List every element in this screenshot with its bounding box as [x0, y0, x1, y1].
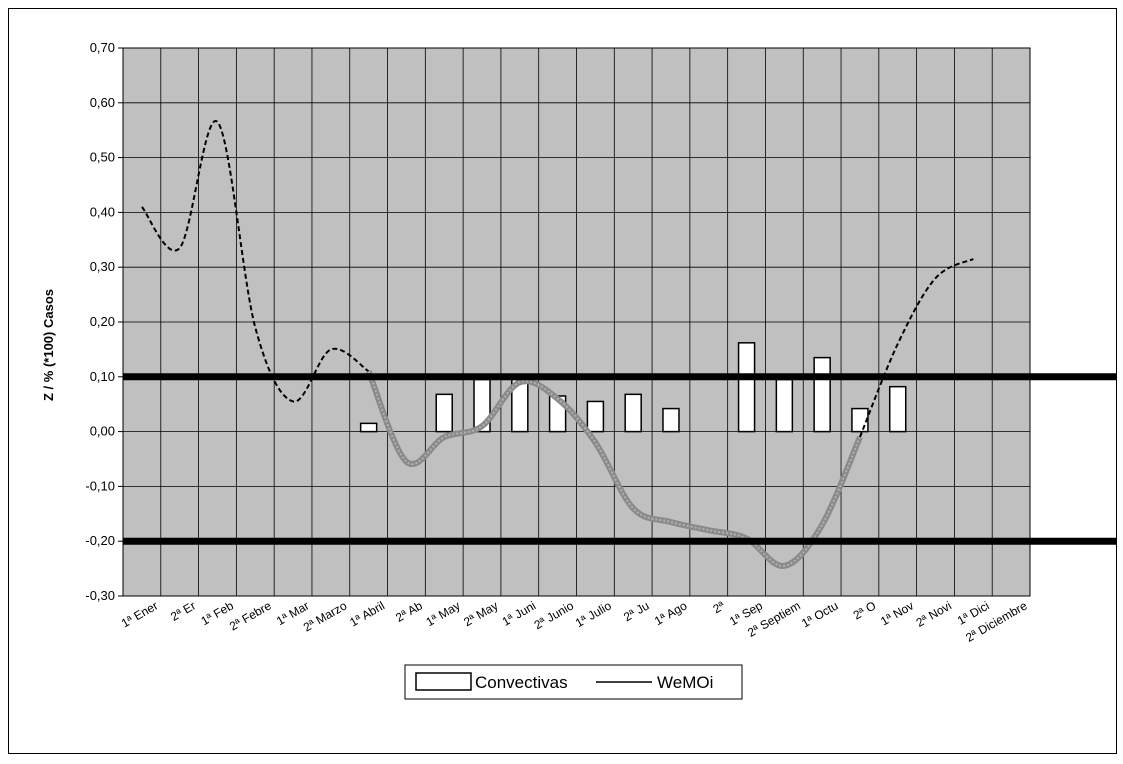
legend-swatch-convectivas	[415, 672, 472, 691]
bar-convectivas	[737, 342, 756, 433]
bar-convectivas	[888, 385, 907, 433]
x-tick-label: 1ª May	[423, 598, 462, 629]
x-tick-label: 1ª Ago	[652, 598, 690, 628]
x-tick-label: 2ª O	[851, 598, 879, 622]
y-tick-label: 0,10	[90, 369, 115, 384]
y-tick-label: 0,00	[90, 424, 115, 439]
line-wemoi-dashed	[141, 120, 370, 403]
y-tick-label: 0,60	[90, 95, 115, 110]
y-tick-label: -0,20	[85, 533, 115, 548]
bar-convectivas	[813, 356, 831, 433]
x-tick-label: 2ª Ju	[621, 598, 651, 624]
x-tick-label: 2ª Ab	[393, 598, 425, 625]
plot-area	[122, 47, 1117, 597]
legend: Convectivas WeMOi	[404, 664, 743, 700]
y-tick-label: 0,70	[90, 40, 115, 55]
legend-label-wemoi: WeMOi	[657, 673, 713, 692]
x-tick-label: 1ª Juni	[500, 598, 539, 628]
y-tick-label: -0,10	[85, 478, 115, 493]
bar-convectivas	[586, 400, 605, 433]
x-tick-label: 1ª Ener	[119, 598, 160, 630]
x-tick-label: 1ª Abril	[347, 598, 387, 629]
line-wemoi-dashed	[859, 258, 974, 438]
line-wemoi-highlight-texture	[367, 370, 861, 567]
y-tick-label: 0,50	[90, 150, 115, 165]
x-tick-label: 2ª Febre	[227, 598, 274, 633]
x-tick-label: 2ª Marzo	[301, 598, 350, 634]
bar-convectivas	[435, 393, 453, 433]
y-tick-label: 0,40	[90, 204, 115, 219]
y-axis-label: Z / % (*100) Casos	[41, 289, 56, 401]
legend-label-convectivas: Convectivas	[475, 673, 568, 692]
bar-convectivas	[624, 393, 642, 433]
x-tick-label: 2ª Er	[168, 598, 198, 623]
bar-convectivas	[359, 422, 378, 433]
x-tick-label: 2ª	[711, 598, 728, 616]
y-tick-label: 0,30	[90, 259, 115, 274]
bar-convectivas	[775, 378, 794, 433]
x-tick-label: 2ª Junio	[532, 598, 577, 632]
bar-convectivas	[662, 407, 680, 433]
y-tick-label: 0,20	[90, 314, 115, 329]
x-tick-label: 2ª Novi	[914, 598, 954, 629]
x-tick-label: 1ª Octu	[799, 598, 840, 630]
x-tick-label: 2ª May	[461, 598, 500, 629]
x-tick-label: 1ª Julio	[573, 598, 614, 630]
x-tick-label: 1ª Nov	[878, 598, 916, 628]
y-tick-label: -0,30	[85, 588, 115, 603]
